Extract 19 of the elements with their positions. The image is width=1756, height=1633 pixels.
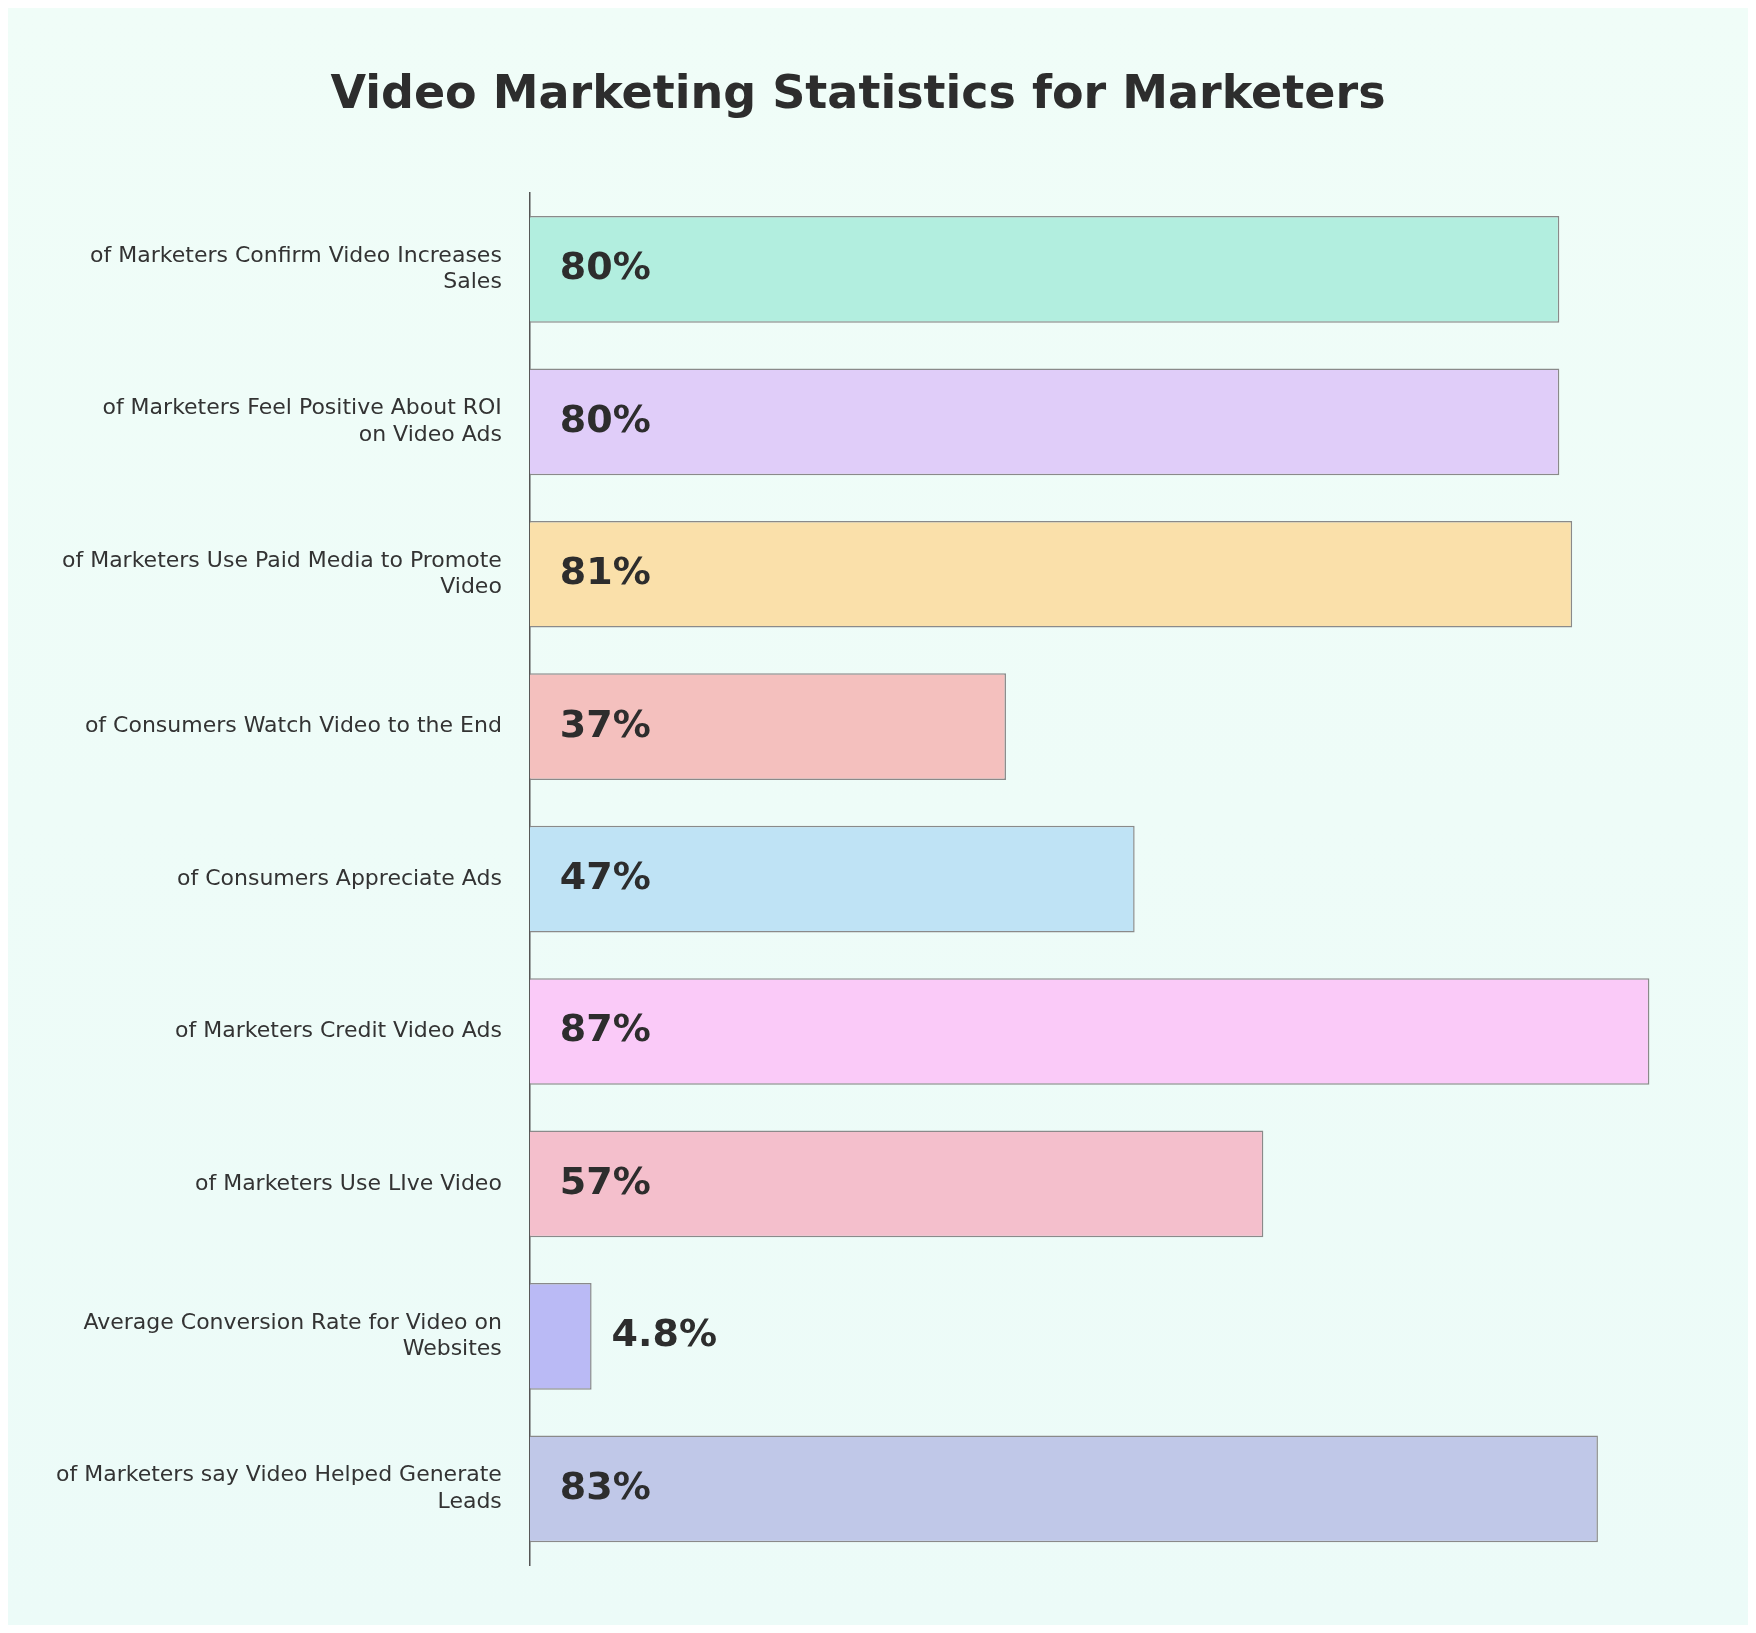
y-tick-label: of Marketers Confirm Video Increases Sales [90,241,502,294]
data-label: 83% [559,1463,651,1508]
chart-title: Video Marketing Statistics for Marketers [330,64,1386,119]
data-label: 80% [559,396,651,441]
y-tick-label: of Marketers Use Paid Media to Promote Video [61,546,502,599]
y-tick-label: of Marketers Use LIve Video [194,1169,502,1195]
data-label: 80% [559,244,651,289]
y-tick-label: of Consumers Appreciate Ads [177,864,502,890]
data-label: 87% [559,1006,651,1051]
y-tick-label: of Marketers say Video Helped Generate Leads [56,1461,502,1513]
data-label: 57% [559,1158,651,1203]
data-label: 47% [559,853,651,898]
y-tick-label: of Consumers Watch Video to the End [84,712,502,738]
data-label: 81% [559,549,651,594]
y-tick-label: Average Conversion Rate for Video on Websites [83,1308,502,1361]
data-label: 4.8% [611,1311,717,1356]
y-tick-label: of Marketers Credit Video Ads [175,1017,502,1043]
data-label: 37% [559,701,651,746]
y-tick-label: of Marketers Feel Positive About ROI on Video Ads [102,394,502,446]
